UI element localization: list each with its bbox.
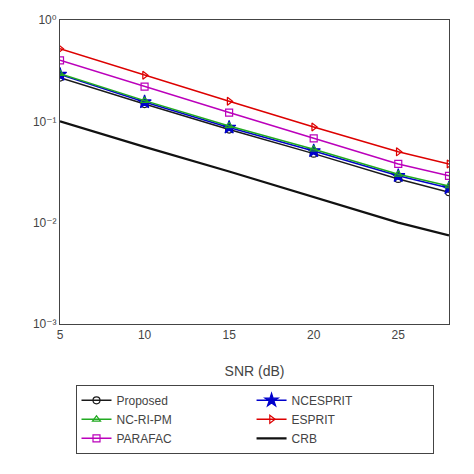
svg-text:ESPRIT: ESPRIT [292,413,336,427]
svg-text:10⁻³: 10⁻³ [33,317,57,331]
svg-text:10⁻¹: 10⁻¹ [33,115,57,129]
svg-text:10⁰: 10⁰ [38,13,56,27]
svg-text:10⁻²: 10⁻² [33,216,57,230]
svg-text:25: 25 [392,328,406,342]
svg-text:Proposed: Proposed [117,394,168,408]
svg-text:20: 20 [307,328,321,342]
svg-text:NC-RI-PM: NC-RI-PM [117,413,172,427]
svg-text:CRB: CRB [292,432,317,446]
svg-text:PARAFAC: PARAFAC [117,432,172,446]
svg-text:5: 5 [57,328,64,342]
svg-text:15: 15 [222,328,236,342]
svg-text:SNR (dB): SNR (dB) [225,363,285,379]
svg-text:10: 10 [138,328,152,342]
svg-text:NCESPRIT: NCESPRIT [292,394,353,408]
